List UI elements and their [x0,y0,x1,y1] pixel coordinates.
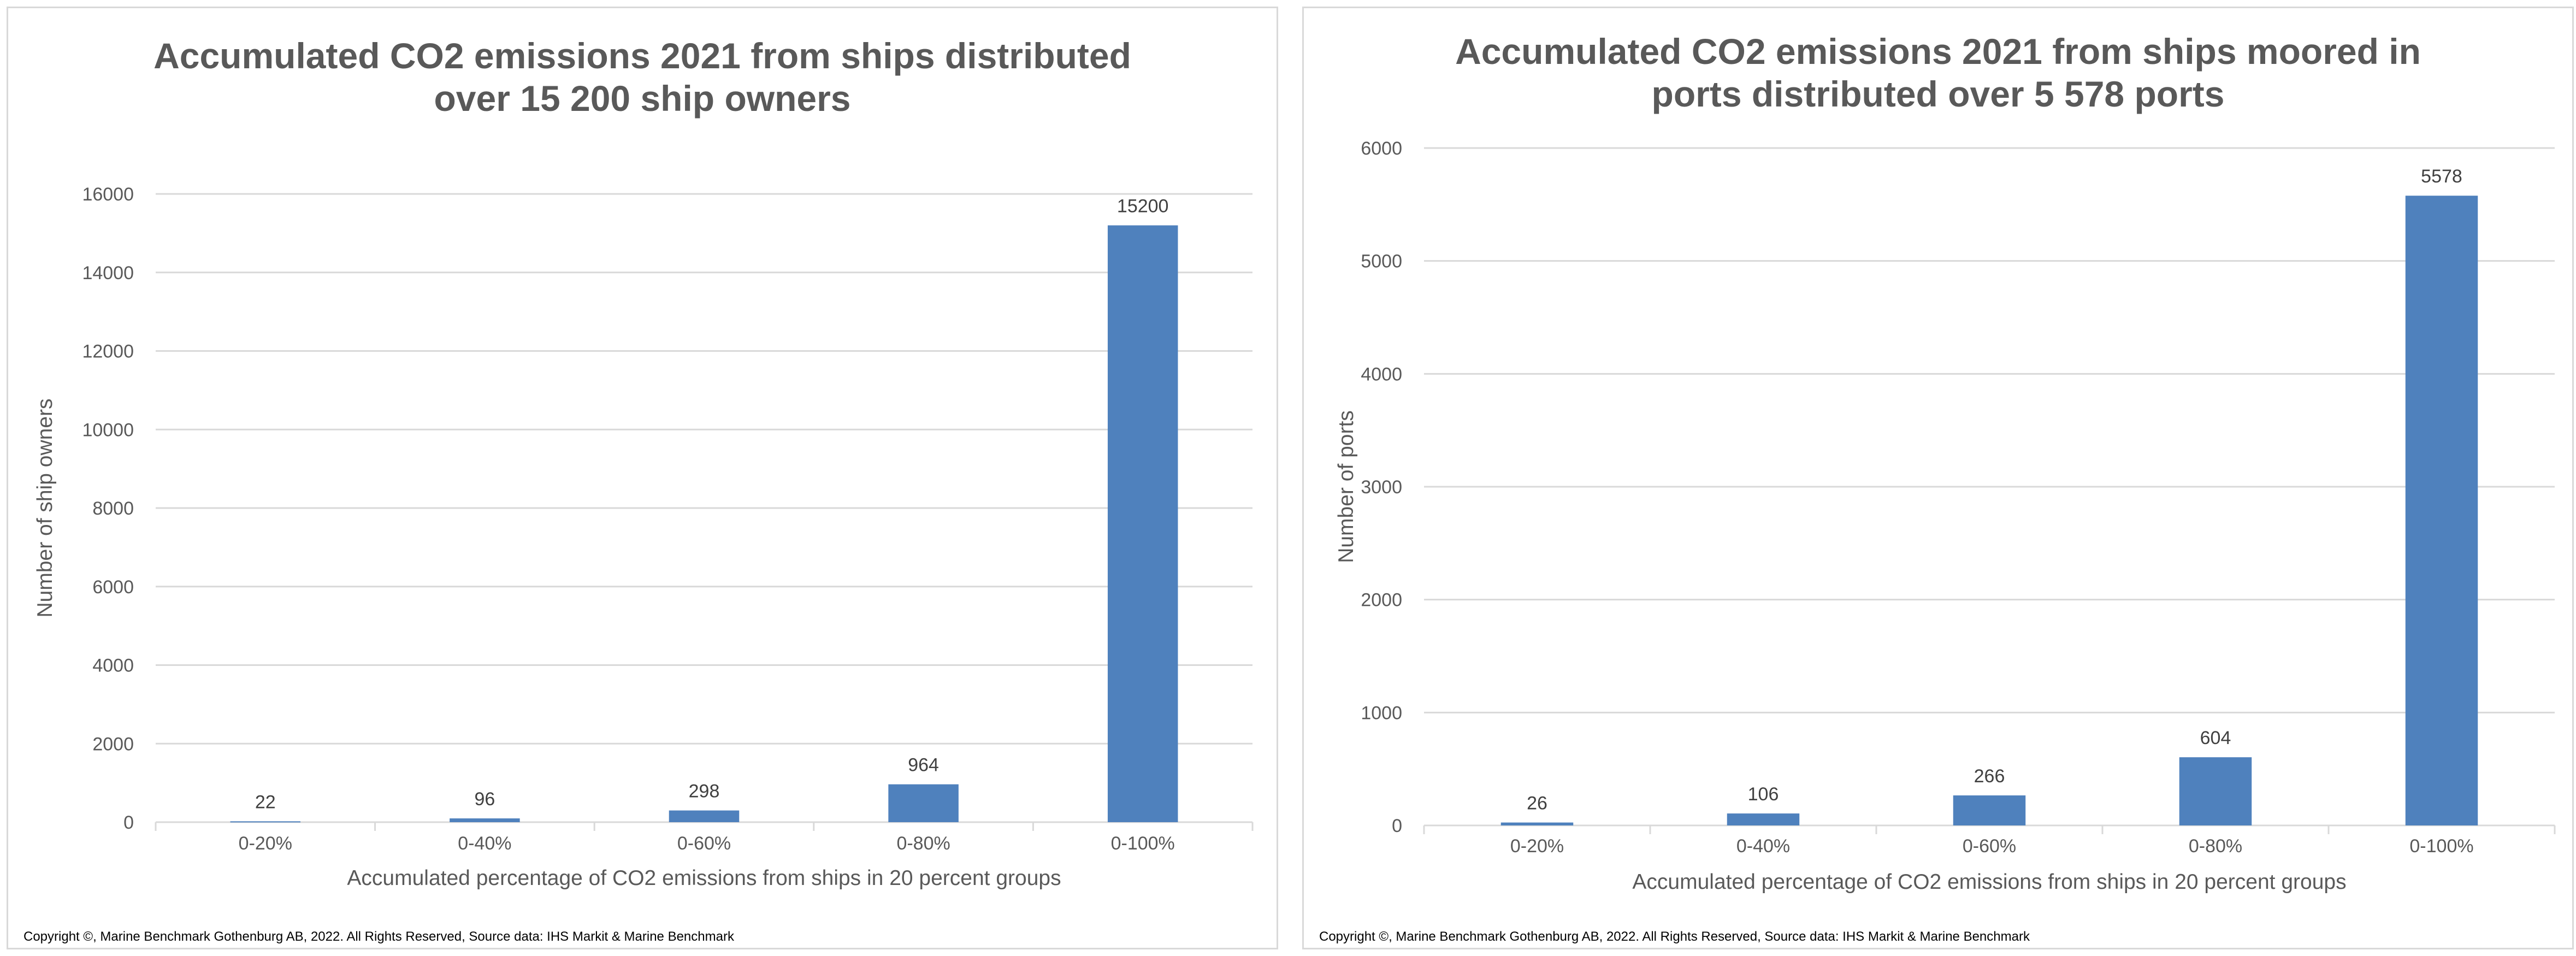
y-tick-label: 2000 [1361,590,1402,611]
x-tick-label: 0-80% [896,833,950,854]
data-label: 604 [2200,728,2231,748]
x-tick-label: 0-40% [458,833,511,854]
bar [2179,757,2252,825]
data-label: 5578 [2421,166,2462,187]
x-axis-label: Accumulated percentage of CO2 emissions … [347,866,1061,890]
data-label: 298 [689,781,720,802]
data-label: 266 [1974,766,2005,787]
x-tick-label: 0-20% [239,833,292,854]
y-tick-label: 16000 [82,184,134,205]
bar-chart-ports: 0 1000 2000 3000 4000 5000 6000 26 0-20% 106 0-40%… [1334,138,2556,894]
bar [1953,795,2026,825]
chart-title: Accumulated CO2 emissions 2021 from ship… [153,36,1131,119]
x-tick-label: 0-100% [1111,833,1175,854]
bar [230,821,301,823]
bar-chart-ship-owners: 0 2000 4000 6000 8000 10000 12000 14000 16000 22 0… [33,184,1254,890]
y-tick-label: 14000 [82,263,134,284]
bar [1500,822,1574,825]
y-tick-label: 1000 [1361,703,1402,723]
x-tick-label: 0-20% [1510,836,1564,857]
y-axis-label: Number of ship owners [33,398,57,617]
chart-panel-ship-owners: Accumulated CO2 emissions 2021 from ship… [7,7,1278,949]
y-tick-label: 0 [123,812,134,833]
chart-panel-ports: Accumulated CO2 emissions 2021 from ship… [1302,7,2574,949]
bar [1107,225,1178,822]
bar [669,810,740,822]
x-tick-label: 0-40% [1736,836,1790,857]
y-tick-label: 5000 [1361,251,1402,272]
y-tick-label: 4000 [92,656,134,676]
data-label: 15200 [1117,196,1169,217]
y-tick-label: 6000 [92,577,134,598]
x-tick-label: 0-60% [677,833,731,854]
x-tick-label: 0-60% [1963,836,2016,857]
bar [2405,196,2478,825]
data-label: 106 [1748,784,1779,805]
y-tick-label: 6000 [1361,138,1402,159]
copyright-notice: Copyright ©, Marine Benchmark Gothenburg… [23,929,734,944]
y-tick-label: 3000 [1361,477,1402,498]
y-tick-label: 0 [1392,816,1402,836]
chart-title: Accumulated CO2 emissions 2021 from ship… [1455,31,2421,114]
y-tick-label: 8000 [92,498,134,519]
y-tick-label: 2000 [92,734,134,754]
y-tick-label: 12000 [82,341,134,362]
data-label: 96 [474,789,495,810]
x-axis-label: Accumulated percentage of CO2 emissions … [1632,870,2346,894]
y-tick-label: 4000 [1361,364,1402,385]
copyright-notice: Copyright ©, Marine Benchmark Gothenburg… [1319,929,2030,944]
x-tick-label: 0-80% [2189,836,2242,857]
y-tick-label: 10000 [82,420,134,440]
bar [888,784,959,822]
y-axis-label: Number of ports [1334,410,1358,563]
bar [450,818,520,822]
bar [1727,813,1800,825]
data-label: 26 [1527,793,1547,814]
x-tick-label: 0-100% [2409,836,2473,857]
data-label: 964 [908,755,939,776]
data-label: 22 [255,792,276,812]
